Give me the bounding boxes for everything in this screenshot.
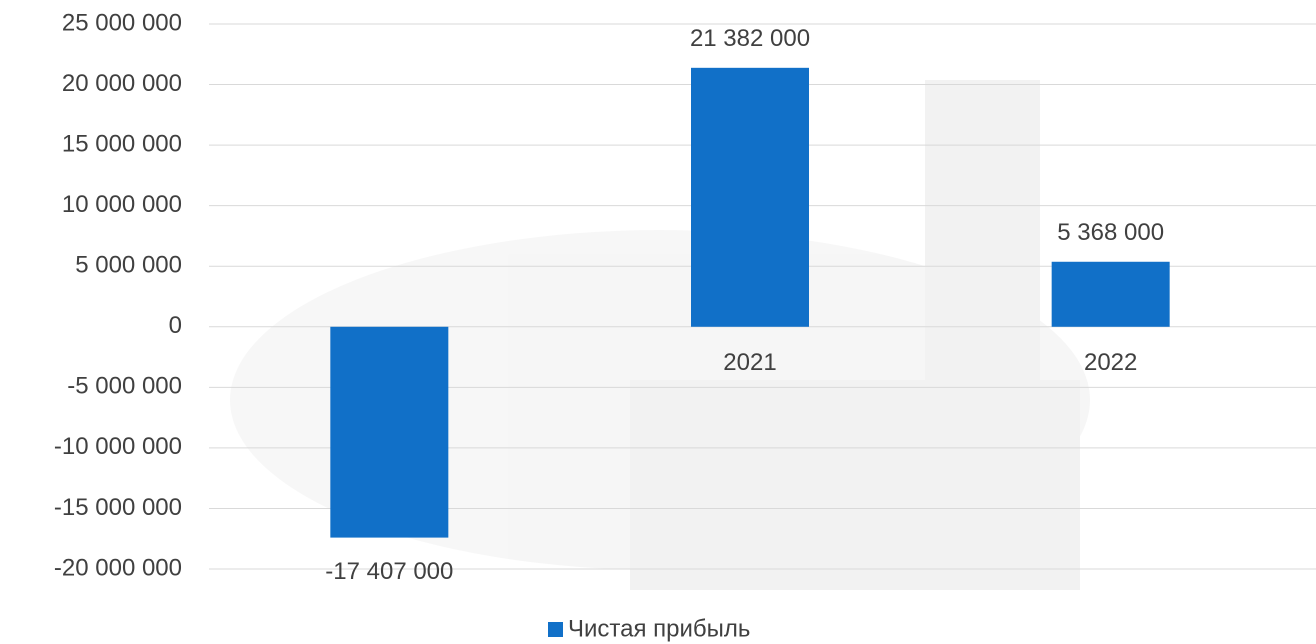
value-label: -17 407 000 — [325, 558, 453, 585]
legend-swatch — [548, 622, 563, 637]
bar — [1051, 261, 1170, 327]
y-tick-label: 5 000 000 — [75, 252, 182, 279]
bar — [330, 326, 449, 538]
y-tick-label: 25 000 000 — [62, 9, 182, 36]
y-tick-label: -10 000 000 — [54, 433, 182, 460]
bar — [691, 67, 809, 327]
y-tick-label: 15 000 000 — [62, 130, 182, 157]
y-tick-label: 10 000 000 — [62, 191, 182, 218]
value-label: 5 368 000 — [1057, 219, 1164, 246]
x-tick-label: 2022 — [1084, 349, 1137, 376]
y-tick-label: -20 000 000 — [54, 554, 182, 581]
y-tick-label: -5 000 000 — [67, 373, 182, 400]
value-label: 21 382 000 — [690, 25, 810, 52]
y-tick-label: -15 000 000 — [54, 494, 182, 521]
y-tick-label: 0 — [169, 312, 182, 339]
y-tick-label: 20 000 000 — [62, 70, 182, 97]
x-tick-label: 2021 — [723, 349, 776, 376]
legend-label: Чистая прибыль — [568, 615, 750, 642]
